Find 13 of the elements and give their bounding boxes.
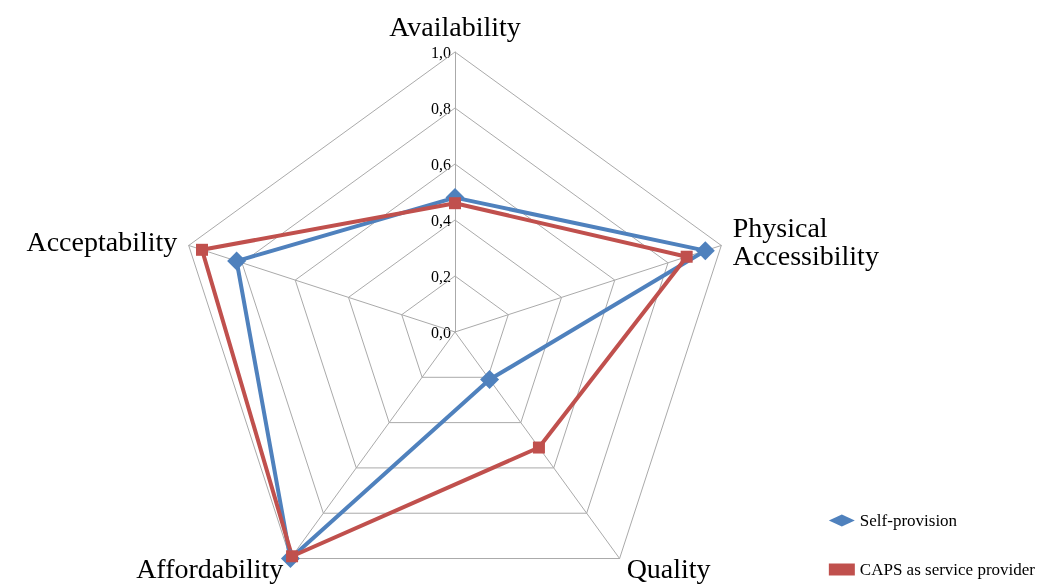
y-tick-label: 0,4 [431,211,451,229]
legend-label: CAPS as service provider [859,560,1036,579]
spoke-label: Quality [626,552,711,584]
spoke-label: Availability [389,10,521,42]
y-tick-label: 0,2 [431,267,451,285]
spoke-label: Acceptability [26,226,178,258]
spoke-label: Affordability [136,552,284,584]
y-tick-label: 0,6 [431,155,451,173]
y-tick-label: 0,0 [431,323,451,341]
y-tick-label: 1,0 [431,43,451,61]
y-tick-label: 0,8 [431,99,451,117]
legend-label: Self-provision [859,511,958,530]
spoke-label: Physical Accessibility [732,212,879,272]
